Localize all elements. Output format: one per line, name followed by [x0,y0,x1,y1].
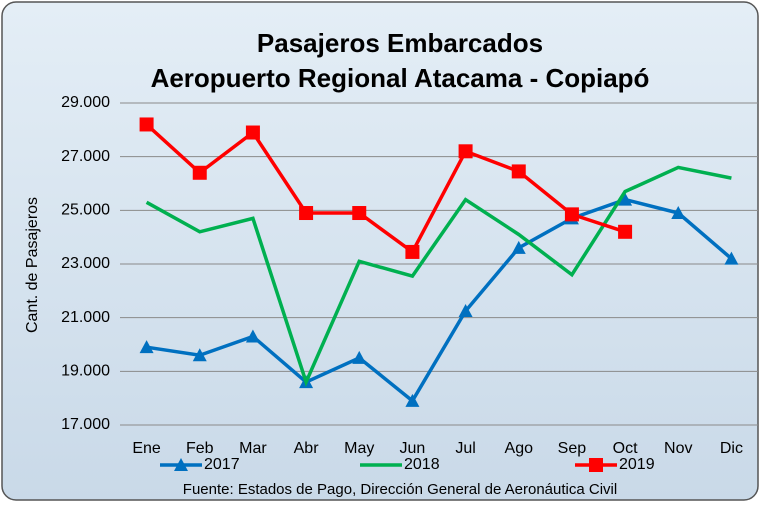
x-tick-label: Sep [558,440,587,457]
data-point [140,117,154,131]
y-axis-label: Cant. de Pasajeros [24,197,41,333]
legend-label: 2017 [204,456,240,473]
y-tick-label: 23.000 [61,255,110,272]
legend-label: 2019 [619,456,655,473]
legend-label: 2018 [404,456,440,473]
x-tick-label: Abr [294,440,320,457]
data-point [299,206,313,220]
y-tick-label: 17.000 [61,416,110,433]
y-tick-label: 21.000 [61,309,110,326]
data-point [352,206,366,220]
legend-marker [589,458,603,472]
page: Pasajeros Embarcados Aeropuerto Regional… [0,0,761,508]
data-point [459,144,473,158]
data-point [512,164,526,178]
x-tick-label: Nov [664,440,692,457]
x-tick-label: Jul [455,440,475,457]
data-point [565,207,579,221]
chart-title: Pasajeros Embarcados [257,28,543,58]
x-tick-label: Oct [613,440,638,457]
data-point [618,225,632,239]
chart-subtitle: Aeropuerto Regional Atacama - Copiapó [151,63,650,93]
x-tick-label: Jun [400,440,426,457]
y-tick-label: 19.000 [61,363,110,380]
y-tick-label: 25.000 [61,202,110,219]
data-point [246,126,260,140]
source-note: Fuente: Estados de Pago, Dirección Gener… [183,481,617,498]
chart: Pasajeros Embarcados Aeropuerto Regional… [0,0,761,503]
data-point [193,166,207,180]
x-tick-label: May [344,440,374,457]
x-tick-label: Ene [132,440,161,457]
y-tick-label: 29.000 [61,94,110,111]
y-tick-label: 27.000 [61,148,110,165]
x-tick-label: Ago [505,440,534,457]
data-point [405,245,419,259]
x-tick-label: Dic [720,440,743,457]
x-tick-label: Mar [239,440,267,457]
x-tick-label: Feb [186,440,214,457]
